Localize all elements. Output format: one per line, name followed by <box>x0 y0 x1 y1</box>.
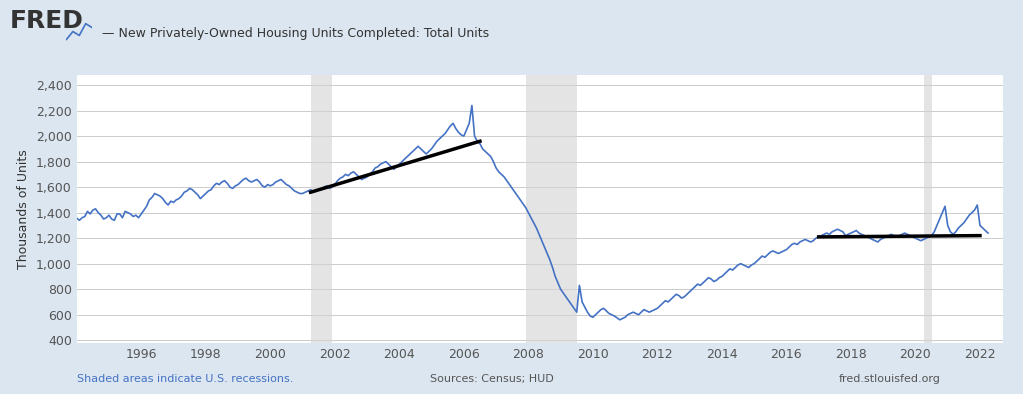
Text: Shaded areas indicate U.S. recessions.: Shaded areas indicate U.S. recessions. <box>77 374 294 384</box>
Text: Sources: Census; HUD: Sources: Census; HUD <box>430 374 553 384</box>
Bar <box>526 75 577 343</box>
Bar <box>311 75 332 343</box>
Text: FRED: FRED <box>10 9 84 33</box>
Text: fred.stlouisfed.org: fred.stlouisfed.org <box>839 374 941 384</box>
Bar <box>924 75 932 343</box>
Y-axis label: Thousands of Units: Thousands of Units <box>17 149 31 269</box>
Text: — New Privately-Owned Housing Units Completed: Total Units: — New Privately-Owned Housing Units Comp… <box>102 27 489 40</box>
